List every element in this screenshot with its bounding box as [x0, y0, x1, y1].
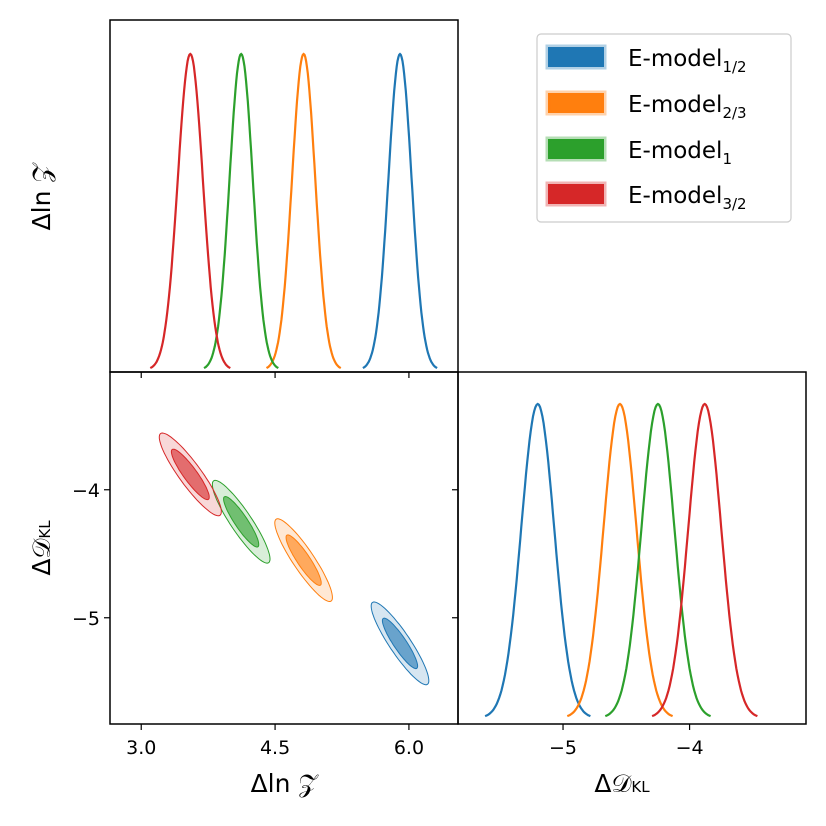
contour-68-series-3	[170, 448, 210, 501]
marginal-dDKL-series-3	[651, 402, 758, 718]
legend-swatch-1	[545, 90, 607, 116]
xlabel-dDKL-main: Δ𝒟	[594, 769, 631, 798]
contour-2d-group	[158, 432, 430, 686]
legend-entry-3: E-model3/2	[545, 181, 747, 213]
legend-label-1-main: E-model	[628, 92, 722, 118]
xtick-label-dlnZ-1: 4.5	[260, 737, 290, 759]
legend-swatch-2	[545, 136, 607, 162]
xlabel-dDKL: Δ𝒟KL	[594, 769, 650, 798]
ylabel-bottom-sub: KL	[36, 520, 54, 539]
legend-label-0: E-model1/2	[628, 46, 747, 76]
xlabel-dDKL-sub: KL	[631, 778, 650, 796]
legend-label-2: E-model1	[628, 138, 732, 168]
marginal-dDKL-group	[484, 402, 758, 718]
ylabel-bottom-main: Δ𝒟	[27, 539, 56, 576]
contour-68-series-0	[381, 617, 419, 670]
ylabel-bottom-left: Δ𝒟KL	[27, 520, 56, 576]
legend-label-1: E-model2/3	[628, 92, 747, 122]
legend-swatch-0	[545, 44, 607, 70]
legend: E-model1/2 E-model2/3 E-model1 E-model3/…	[536, 33, 792, 223]
ytick-label-dDKL-0: −5	[72, 608, 100, 630]
legend-label-3: E-model3/2	[628, 183, 747, 213]
legend-label-3-sub: 3/2	[722, 195, 746, 213]
xtick-label-dlnZ-0: 3.0	[126, 737, 156, 759]
ylabel-top-left: Δln 𝒵	[27, 162, 56, 231]
xlabel-dlnZ: Δln 𝒵	[251, 769, 320, 798]
contour-68-series-2	[223, 495, 260, 548]
legend-entry-2: E-model1	[545, 136, 732, 168]
panel-top-left-frame	[109, 19, 459, 373]
marginal-dlnZ-series-0	[362, 52, 438, 370]
legend-label-0-sub: 1/2	[722, 58, 746, 76]
tick-group: 3.0 4.5 6.0 −5 −5 −4 −4	[72, 372, 704, 759]
legend-frame	[536, 33, 792, 223]
contour-68-series-1	[285, 534, 322, 586]
ytick-label-dDKL-1: −4	[72, 480, 100, 502]
xtick-label-dDKL-1: −4	[676, 737, 704, 759]
legend-entry-1: E-model2/3	[545, 90, 747, 122]
legend-label-3-main: E-model	[628, 183, 722, 209]
legend-label-2-main: E-model	[628, 138, 722, 164]
legend-entry-0: E-model1/2	[545, 44, 747, 76]
legend-label-1-sub: 2/3	[722, 104, 746, 122]
marginal-dlnZ-group	[149, 52, 438, 370]
marginal-dDKL-series-1	[566, 402, 674, 718]
marginal-dlnZ-series-3	[149, 52, 231, 370]
panel-bottom-right-frame	[457, 371, 807, 725]
legend-label-2-sub: 1	[722, 150, 732, 168]
xtick-label-dlnZ-2: 6.0	[394, 737, 424, 759]
legend-swatch-3	[545, 181, 607, 207]
xtick-label-dDKL-0: −5	[549, 737, 577, 759]
marginal-dDKL-series-2	[604, 402, 712, 718]
marginal-dDKL-series-0	[484, 402, 591, 718]
legend-label-0-main: E-model	[628, 46, 722, 72]
marginal-dlnZ-series-1	[265, 52, 342, 370]
